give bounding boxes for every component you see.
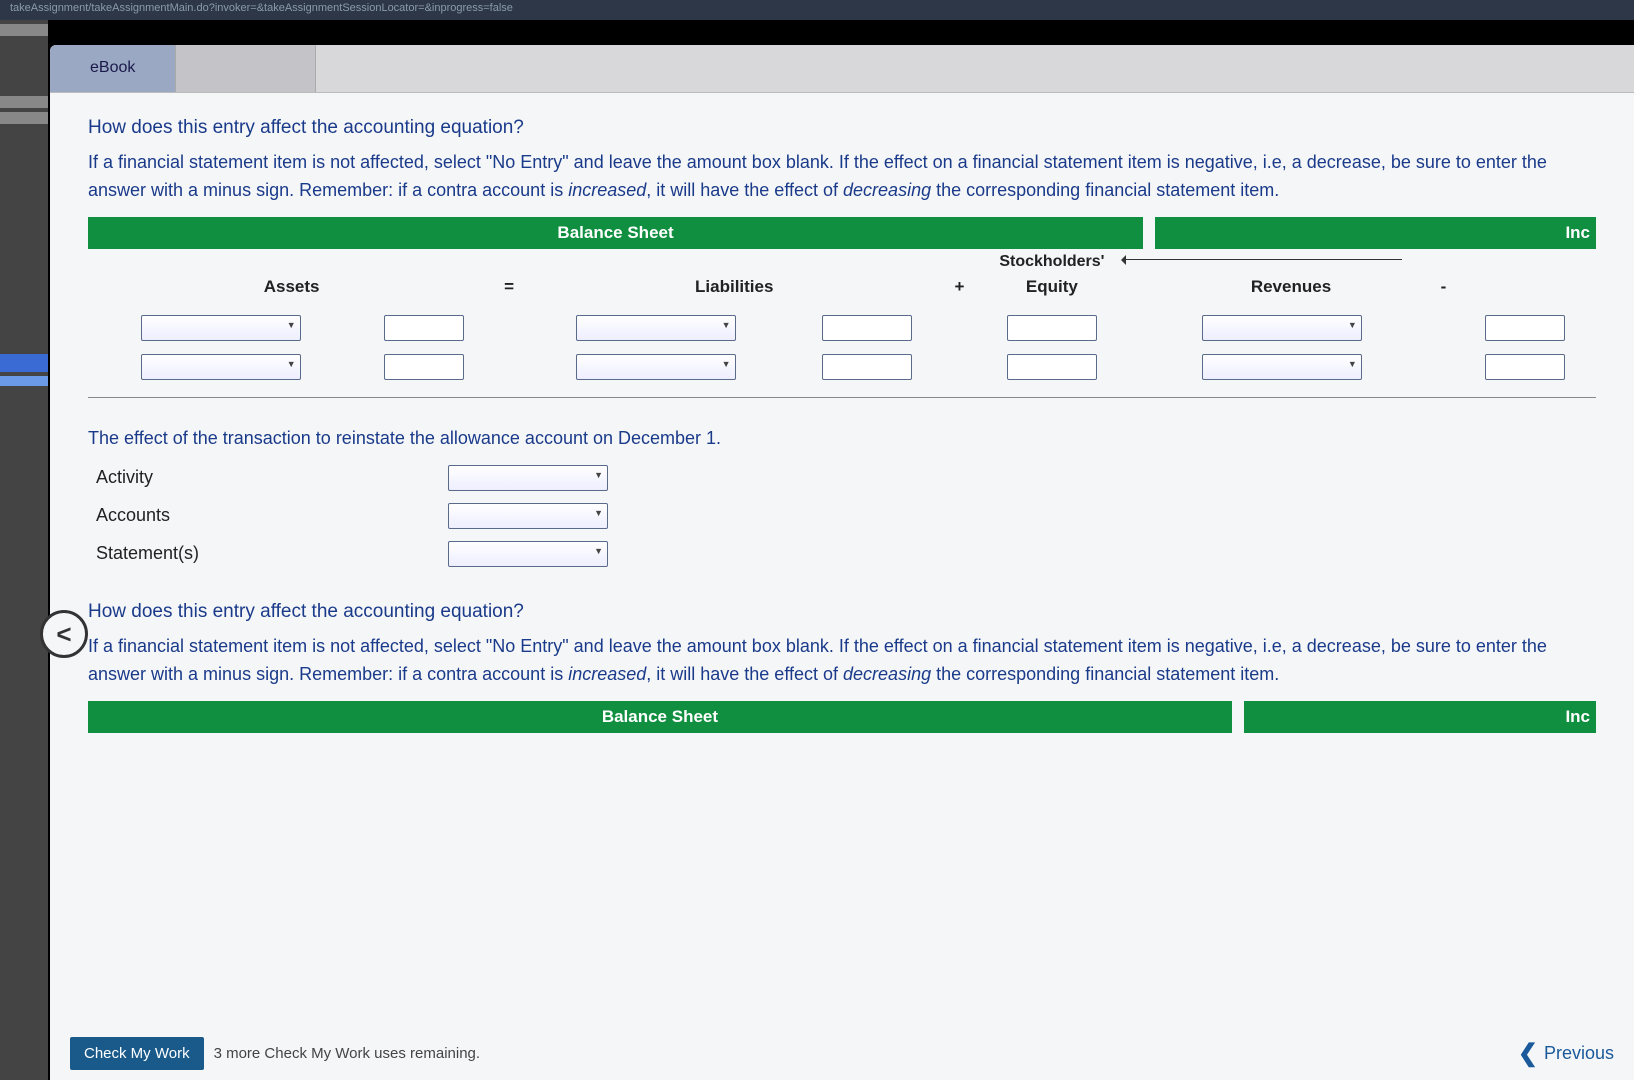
q2-mid: , it will have the effect of: [646, 664, 843, 684]
browser-url-bar: takeAssignment/takeAssignmentMain.do?inv…: [0, 0, 1634, 20]
previous-label: Previous: [1544, 1043, 1614, 1064]
page-body: How does this entry affect the accountin…: [50, 93, 1634, 1080]
header-income: Inc: [1149, 217, 1596, 249]
outer-frame: < eBook How does this entry affect the a…: [0, 20, 1634, 1080]
left-sidebar: [0, 20, 48, 1080]
effect-row-activity: Activity: [88, 465, 1596, 491]
balance-sheet-table-2: Balance Sheet Inc: [88, 701, 1596, 733]
col-revenues: Revenues: [1149, 249, 1433, 311]
tab-blank[interactable]: [176, 45, 316, 92]
question-instructions-2: If a financial statement item is not aff…: [88, 633, 1596, 689]
assets-account-select-2[interactable]: [141, 354, 301, 380]
input-row-1: [88, 311, 1596, 350]
q-em2: decreasing: [843, 180, 931, 200]
q-em1: increased: [568, 180, 646, 200]
question-title: How does this entry affect the accountin…: [88, 117, 1596, 139]
label-statements: Statement(s): [88, 543, 448, 564]
question-title-2: How does this entry affect the accountin…: [88, 601, 1596, 623]
previous-link[interactable]: Previous: [1518, 1039, 1614, 1068]
tab-ebook[interactable]: eBook: [50, 45, 176, 92]
q2-em2: decreasing: [843, 664, 931, 684]
col-equity: Stockholders' Equity: [973, 249, 1130, 311]
effect-title: The effect of the transaction to reinsta…: [88, 428, 1596, 449]
input-row-2: [88, 350, 1596, 398]
equity-amount-2[interactable]: [1007, 354, 1097, 380]
tabs-row: eBook: [50, 45, 1634, 93]
activity-select[interactable]: [448, 465, 608, 491]
question-block-2: How does this entry affect the accountin…: [88, 601, 1596, 689]
accounts-select[interactable]: [448, 503, 608, 529]
col-assets: Assets: [88, 249, 495, 311]
liabilities-amount-1[interactable]: [822, 315, 912, 341]
header-balance-sheet-2: Balance Sheet: [88, 701, 1238, 733]
statements-select[interactable]: [448, 541, 608, 567]
column-headers: Assets = Liabilities + Stockholders' Equ…: [88, 249, 1596, 311]
question-instructions: If a financial statement item is not aff…: [88, 149, 1596, 205]
op-equals: =: [495, 249, 523, 311]
op-minus: -: [1433, 249, 1454, 311]
revenues-amount-2[interactable]: [1485, 354, 1565, 380]
col-spacer2: [1454, 249, 1596, 311]
previous-nav-circle[interactable]: <: [40, 610, 88, 658]
q2-post: the corresponding financial statement it…: [931, 664, 1279, 684]
q2-em1: increased: [568, 664, 646, 684]
op-plus: +: [946, 249, 974, 311]
stockholders-label: Stockholders': [999, 253, 1104, 271]
effect-block: The effect of the transaction to reinsta…: [88, 428, 1596, 567]
q-mid: , it will have the effect of: [646, 180, 843, 200]
liabilities-account-select-2[interactable]: [576, 354, 736, 380]
revenues-account-select-2[interactable]: [1202, 354, 1362, 380]
equity-amount-1[interactable]: [1007, 315, 1097, 341]
footer-bar: Check My Work 3 more Check My Work uses …: [50, 1027, 1634, 1080]
label-activity: Activity: [88, 467, 448, 488]
q-post: the corresponding financial statement it…: [931, 180, 1279, 200]
assets-amount-2[interactable]: [384, 354, 464, 380]
sheet-header-row: Balance Sheet Inc: [88, 217, 1596, 249]
label-accounts: Accounts: [88, 505, 448, 526]
header-income-2: Inc: [1238, 701, 1596, 733]
revenues-account-select-1[interactable]: [1202, 315, 1362, 341]
effect-row-accounts: Accounts: [88, 503, 1596, 529]
check-remaining-text: 3 more Check My Work uses remaining.: [214, 1045, 480, 1062]
col-spacer: [1131, 249, 1150, 311]
equity-text: Equity: [1026, 277, 1078, 296]
tabs-rest: [316, 45, 1634, 92]
effect-row-statements: Statement(s): [88, 541, 1596, 567]
assets-account-select-1[interactable]: [141, 315, 301, 341]
revenues-amount-1[interactable]: [1485, 315, 1565, 341]
check-my-work-button[interactable]: Check My Work: [70, 1037, 204, 1070]
liabilities-account-select-1[interactable]: [576, 315, 736, 341]
question-block-1: How does this entry affect the accountin…: [88, 117, 1596, 205]
header-balance-sheet: Balance Sheet: [88, 217, 1149, 249]
col-liabilities: Liabilities: [523, 249, 946, 311]
url-text: takeAssignment/takeAssignmentMain.do?inv…: [10, 2, 513, 14]
liabilities-amount-2[interactable]: [822, 354, 912, 380]
content-area: eBook How does this entry affect the acc…: [50, 45, 1634, 1080]
assets-amount-1[interactable]: [384, 315, 464, 341]
balance-sheet-table: Balance Sheet Inc Assets = Liabilities +…: [88, 217, 1596, 398]
sheet-header-row-2: Balance Sheet Inc: [88, 701, 1596, 733]
